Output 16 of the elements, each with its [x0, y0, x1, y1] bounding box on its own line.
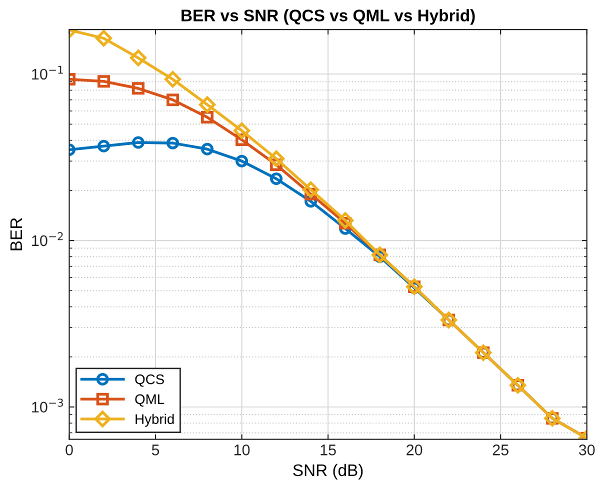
x-tick-label: 10 [234, 444, 250, 456]
y-tick-label: 10$^{−1}$ [32, 66, 63, 80]
y-tick-label: 10$^{−2}$ [32, 232, 63, 246]
legend-label: QML [135, 394, 164, 407]
x-tick-label: 5 [152, 444, 160, 456]
x-tick-label: 15 [320, 444, 336, 456]
legend-label: Hybrid [136, 414, 174, 427]
x-axis-title: SNR (dB) [293, 464, 363, 480]
x-tick-label: 30 [578, 444, 595, 456]
x-tick-label: 25 [492, 444, 508, 456]
x-tick-label: 0 [66, 444, 73, 456]
y-tick-label: 10$^{−3}$ [32, 398, 63, 413]
chart-title: BER vs SNR (QCS vs QML vs Hybrid) [182, 9, 475, 25]
legend-label: QCS [135, 374, 164, 387]
y-axis-title: BER [10, 218, 22, 250]
x-tick-label: 20 [406, 444, 422, 456]
